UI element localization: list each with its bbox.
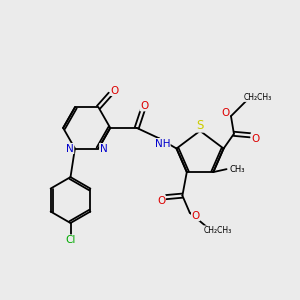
Text: O: O <box>157 196 165 206</box>
Text: N: N <box>66 143 74 154</box>
Text: NH: NH <box>154 139 170 148</box>
Text: CH₃: CH₃ <box>230 165 245 174</box>
Text: O: O <box>140 101 148 111</box>
Text: O: O <box>191 211 200 221</box>
Text: S: S <box>196 119 204 132</box>
Text: CH₂CH₃: CH₂CH₃ <box>243 92 272 101</box>
Text: O: O <box>221 108 229 118</box>
Text: O: O <box>251 134 259 144</box>
Text: Cl: Cl <box>65 235 76 245</box>
Text: CH₂CH₃: CH₂CH₃ <box>204 226 232 235</box>
Text: O: O <box>110 85 119 95</box>
Text: N: N <box>100 143 107 154</box>
